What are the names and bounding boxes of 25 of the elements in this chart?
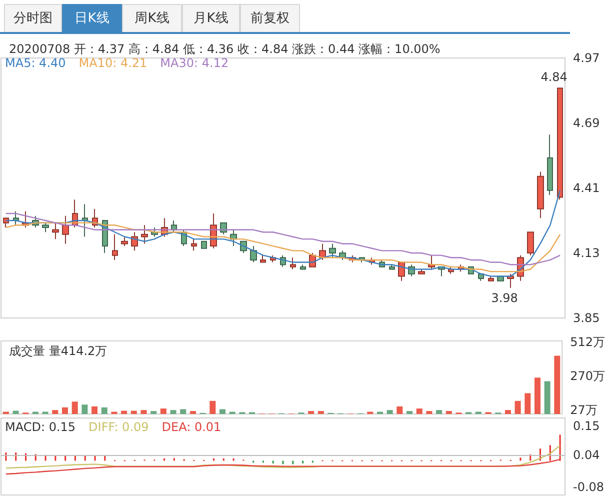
y-tick-label: 0.15: [573, 418, 600, 433]
y-tick-label: 4.69: [573, 116, 600, 130]
series-label: MACD: 0.15: [5, 420, 76, 434]
text: 前复权: [240, 4, 300, 32]
y-tick-label: 27万: [570, 403, 598, 418]
chart-title: 成交量 量414.2万: [9, 344, 108, 358]
chart-title: 20200708 开：4.37 高：4.84 低：4.36 收：4.84 涨跌：0.44 涨幅：10.00%: [9, 42, 440, 56]
y-tick-label: 270万: [570, 369, 605, 384]
text: 分时图: [4, 4, 62, 32]
annotation: 4.84: [540, 70, 568, 84]
y-tick-label: 512万: [570, 335, 605, 349]
y-tick-label: -0.08: [573, 480, 604, 494]
y-tick-label: 0.04: [573, 448, 600, 462]
text: DEA: 0.01: [162, 420, 222, 434]
y-tick-label: 3.85: [573, 311, 600, 325]
y-tick-label: 4.41: [573, 181, 600, 195]
text: MA5: 4.40: [5, 56, 66, 70]
text: 周K线: [122, 4, 182, 32]
text: DIFF: 0.09: [88, 420, 149, 434]
text: MA30: 4.12: [160, 56, 229, 70]
text: 月K线: [182, 4, 240, 32]
text: MA10: 4.21: [78, 56, 148, 70]
y-tick-label: 4.13: [573, 246, 600, 260]
y-tick-label: 4.97: [573, 51, 600, 65]
annotation: 3.98: [491, 290, 518, 305]
